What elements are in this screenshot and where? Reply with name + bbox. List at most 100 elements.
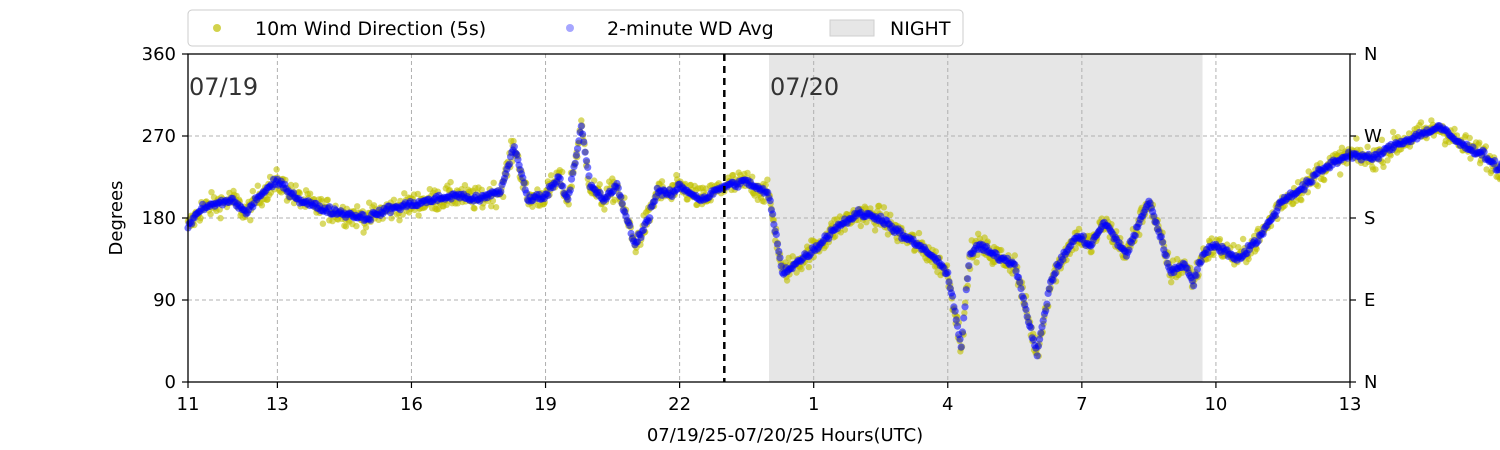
data-point	[1051, 269, 1059, 277]
axis-labels: 07/19/25-07/20/25 Hours(UTC) Degrees 07/19…	[106, 73, 923, 446]
data-point	[951, 307, 959, 315]
data-point	[1451, 125, 1458, 133]
data-point	[559, 168, 566, 176]
data-point	[783, 277, 791, 284]
data-point	[1255, 225, 1262, 233]
y-tick-label: 360	[142, 44, 176, 65]
data-point	[578, 117, 585, 124]
data-point	[614, 184, 622, 192]
data-point	[1045, 285, 1053, 293]
data-point	[388, 215, 395, 222]
data-point	[1239, 235, 1247, 243]
data-point	[1162, 252, 1170, 260]
data-point	[960, 314, 968, 322]
x-tick-label: 10	[1204, 394, 1227, 415]
data-point	[306, 190, 314, 197]
data-point	[292, 182, 299, 189]
data-point	[574, 145, 582, 153]
data-point	[471, 205, 478, 212]
compass-tick-label: N	[1364, 44, 1377, 65]
y-tick-label: 180	[142, 208, 176, 229]
data-point	[596, 181, 603, 188]
data-point	[390, 196, 398, 203]
data-point	[580, 138, 588, 146]
legend-label-night: NIGHT	[890, 18, 951, 40]
data-point	[566, 186, 574, 194]
data-point	[582, 157, 591, 165]
data-point	[773, 240, 782, 248]
data-point	[798, 265, 805, 273]
data-point	[880, 204, 888, 211]
data-point	[1022, 305, 1030, 314]
data-point	[492, 204, 500, 211]
data-point	[863, 219, 870, 226]
data-point	[324, 196, 331, 203]
x-axis-label: 07/19/25-07/20/25 Hours(UTC)	[647, 425, 923, 446]
data-point	[1037, 329, 1045, 337]
data-point	[611, 196, 618, 203]
data-point	[1023, 313, 1031, 321]
legend-marker-night	[829, 19, 875, 37]
data-point	[529, 203, 536, 210]
x-tick-label: 22	[668, 394, 691, 415]
axis-ticks: 11 13 16 19 22 1 4 7 10 13 0 N 90 E 180 S 270 W 360 N	[142, 44, 1382, 415]
compass-tick-label: N	[1364, 372, 1377, 393]
data-point	[764, 188, 772, 197]
data-point	[1157, 232, 1165, 241]
data-point	[1017, 285, 1025, 293]
data-point	[1011, 261, 1019, 269]
data-point	[805, 263, 812, 271]
data-point	[249, 187, 256, 195]
data-point	[744, 169, 751, 177]
data-point	[975, 230, 982, 237]
data-point	[789, 253, 796, 260]
data-point	[1075, 225, 1083, 233]
data-point	[514, 156, 522, 164]
data-point	[415, 212, 422, 219]
data-point	[1321, 176, 1328, 184]
series-wd-2min-avg	[184, 122, 1500, 360]
data-point	[569, 169, 577, 177]
data-point	[520, 179, 528, 187]
data-point	[957, 343, 965, 351]
data-point	[1029, 336, 1037, 344]
data-point	[544, 191, 552, 200]
data-point	[1208, 235, 1215, 242]
data-point	[1152, 219, 1160, 227]
data-point	[1190, 282, 1198, 290]
data-point	[1483, 166, 1490, 173]
data-point	[871, 227, 879, 234]
date-annotation: 07/19	[189, 73, 258, 101]
data-point	[1016, 278, 1024, 286]
data-point	[618, 200, 626, 208]
data-point	[1298, 196, 1305, 204]
data-point	[1387, 152, 1394, 159]
data-point	[962, 286, 970, 294]
data-point	[564, 195, 572, 203]
data-point	[1469, 143, 1477, 151]
data-point	[354, 203, 361, 210]
data-point	[958, 328, 967, 336]
data-point	[961, 303, 969, 311]
data-point	[585, 172, 593, 180]
data-point	[658, 178, 666, 185]
data-point	[1019, 294, 1028, 302]
x-tick-label: 4	[942, 394, 953, 415]
data-point	[956, 335, 964, 343]
data-point	[1343, 160, 1350, 167]
data-point	[832, 233, 839, 240]
data-point	[857, 222, 864, 230]
data-point	[1042, 307, 1050, 315]
x-tick-label: 13	[266, 394, 289, 415]
data-point	[556, 175, 564, 183]
data-point	[769, 210, 777, 218]
legend-box	[187, 9, 964, 47]
legend-marker-wind-direction	[213, 24, 221, 32]
data-point	[1491, 157, 1499, 165]
data-point	[208, 189, 215, 196]
x-tick-label: 7	[1076, 394, 1087, 415]
data-point	[875, 202, 883, 209]
data-point	[965, 262, 973, 270]
date-annotation: 07/20	[770, 73, 839, 101]
data-point	[1036, 335, 1044, 343]
